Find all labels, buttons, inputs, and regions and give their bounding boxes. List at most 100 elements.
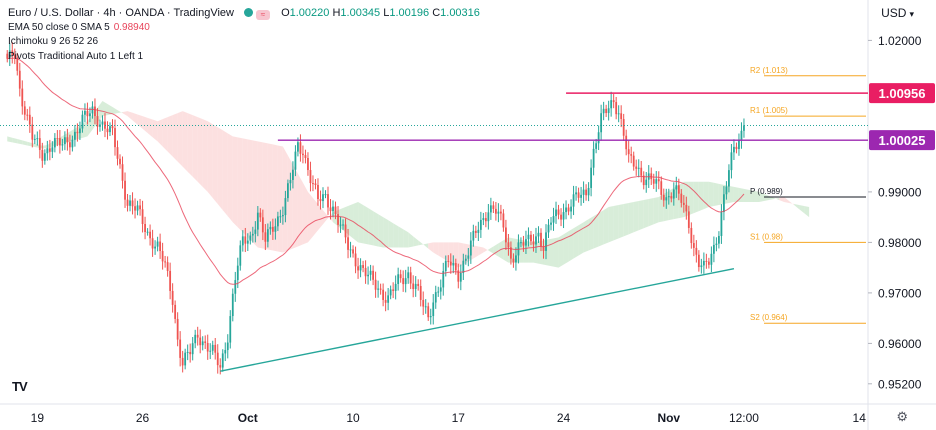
cloud-segment	[87, 114, 93, 137]
candle-body	[357, 266, 359, 271]
candle-body	[697, 254, 700, 268]
cloud-segment	[242, 138, 248, 238]
cloud-segment	[643, 198, 649, 229]
cloud-segment	[162, 117, 168, 152]
candle-body	[41, 149, 44, 161]
candle-body	[189, 351, 192, 355]
gear-icon[interactable]: ⚙	[896, 409, 908, 424]
candle-body	[149, 231, 151, 239]
candle-body	[271, 226, 274, 232]
candle-body	[630, 154, 633, 156]
cloud-segment	[728, 185, 734, 204]
candle-body	[382, 289, 385, 300]
cloud-segment	[197, 117, 203, 187]
candle-body	[439, 287, 442, 292]
candle-body	[545, 232, 547, 251]
cloud-segment	[237, 137, 243, 233]
candle-body	[226, 342, 229, 351]
candle-body	[432, 302, 435, 317]
candle-body	[174, 304, 177, 319]
candle-body	[312, 183, 314, 185]
candle-body	[675, 185, 678, 190]
candle-body	[444, 260, 447, 272]
market-status-icon[interactable]	[244, 8, 253, 17]
wave-icon[interactable]: ≈	[256, 10, 270, 20]
candle-body	[627, 149, 630, 155]
ohlc-values: O1.00220 H1.00345 L1.00196 C1.00316	[281, 7, 480, 19]
cloud-segment	[779, 196, 785, 202]
cloud-segment	[408, 232, 414, 248]
legend-indicator-pivots[interactable]: Pivots Traditional Auto 1 Left 1	[8, 50, 144, 62]
price-axis[interactable]: 1.02000 0.99000 0.98000 0.97000 0.96000 0.952…	[868, 34, 935, 391]
candle-body	[297, 142, 299, 152]
cloud-segment	[112, 107, 118, 115]
pivot-label: P (0.989)	[750, 187, 783, 196]
candle-body	[86, 110, 89, 117]
cloud-segment	[658, 193, 664, 223]
candle-body	[204, 341, 207, 343]
candle-body	[467, 255, 470, 259]
legend-symbol-row: Euro / U.S. Dollar · 4h · OANDA · Tradin…	[8, 6, 480, 21]
candle-body	[620, 113, 623, 120]
cloud-segment	[12, 137, 18, 144]
cloud-segment	[493, 243, 499, 257]
cloud-segment	[7, 136, 13, 143]
candle-body	[332, 206, 334, 212]
candle-body	[307, 157, 309, 171]
candle-body	[21, 88, 24, 107]
candle-body	[194, 334, 197, 344]
candle-body	[36, 138, 39, 140]
symbol-title[interactable]: Euro / U.S. Dollar · 4h · OANDA · Tradin…	[8, 7, 234, 19]
candle-body	[114, 128, 116, 148]
tradingview-logo[interactable]: TV	[12, 379, 28, 394]
candle-body	[660, 181, 663, 195]
candle-body	[84, 110, 86, 115]
cloud-segment	[317, 204, 323, 231]
price-tag-label: 1.00956	[879, 86, 926, 101]
cloud-segment	[217, 127, 223, 211]
candle-body	[552, 216, 555, 223]
cloud-segment	[368, 208, 374, 246]
cloud-segment	[127, 111, 133, 121]
candle-body	[33, 138, 36, 140]
x-tick-label: 10	[346, 411, 360, 425]
cloud-segment	[473, 245, 479, 259]
y-tick-label: 0.99000	[878, 185, 922, 199]
chevron-down-icon: ▾	[909, 9, 914, 19]
cloud-segment	[167, 115, 173, 157]
price-tag-bg	[869, 83, 935, 104]
candle-body	[469, 240, 472, 256]
candle-body	[412, 283, 415, 290]
candle-body	[502, 213, 505, 228]
price-tag-label: 1.00025	[879, 133, 926, 148]
cloud-segment	[17, 139, 23, 145]
candle-body	[18, 70, 21, 89]
candle-body	[462, 260, 465, 274]
cloud-segment	[613, 205, 619, 241]
cloud-segment	[182, 111, 188, 172]
candle-body	[587, 187, 590, 196]
cloud-segment	[207, 121, 213, 198]
time-axis[interactable]: 19 26 Oct 10 17 24 Nov 12:00 14	[31, 411, 867, 425]
cloud-segment	[488, 246, 494, 254]
pivot-label: R1 (1.005)	[750, 106, 788, 115]
legend-indicator-ichimoku[interactable]: Ichimoku 9 26 52 26	[8, 36, 99, 47]
cloud-segment	[82, 121, 88, 138]
cloud-segment	[764, 193, 770, 201]
cloud-segment	[252, 140, 258, 248]
candle-body	[134, 206, 136, 211]
candle-body	[124, 180, 126, 200]
currency-selector[interactable]: USD ▾	[881, 6, 914, 20]
candle-body	[665, 197, 668, 201]
candle-body	[567, 207, 570, 212]
candle-body	[640, 167, 643, 176]
candle-body	[94, 106, 96, 117]
pivot-label: R2 (1.013)	[750, 66, 788, 75]
candle-body	[16, 57, 19, 71]
candle-body	[53, 138, 56, 148]
legend-indicator-ema[interactable]: EMA 50 close 0 SMA 5 0.98940	[8, 21, 150, 33]
candle-body	[565, 207, 567, 213]
cloud-segment	[638, 199, 644, 231]
candle-body	[119, 158, 121, 165]
